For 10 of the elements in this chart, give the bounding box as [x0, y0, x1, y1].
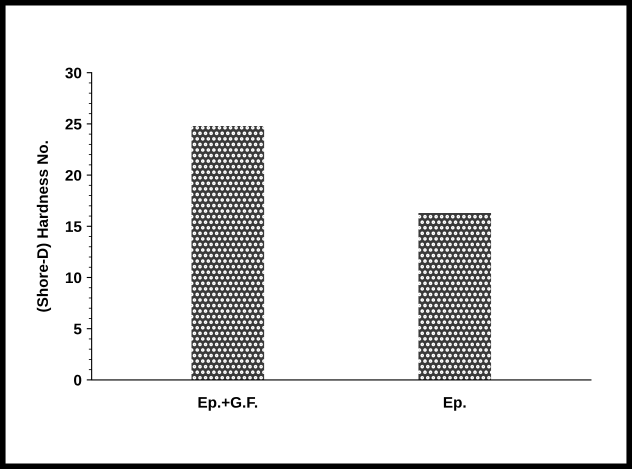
y-axis-title: (Shore-D) Hardness No. [36, 141, 52, 312]
y-tick-label: 20 [65, 170, 82, 181]
y-tick-label: 10 [66, 272, 82, 284]
x-tick-label: Ep. [444, 397, 466, 411]
y-tick-label: 5 [74, 324, 82, 334]
y-tick-label: 15 [66, 221, 82, 232]
x-tick-label: Ep.+G.F. [198, 396, 258, 411]
y-tick-label: 0 [74, 374, 82, 386]
y-tick-label: 30 [65, 68, 82, 78]
y-tick-label: 25 [65, 118, 82, 130]
